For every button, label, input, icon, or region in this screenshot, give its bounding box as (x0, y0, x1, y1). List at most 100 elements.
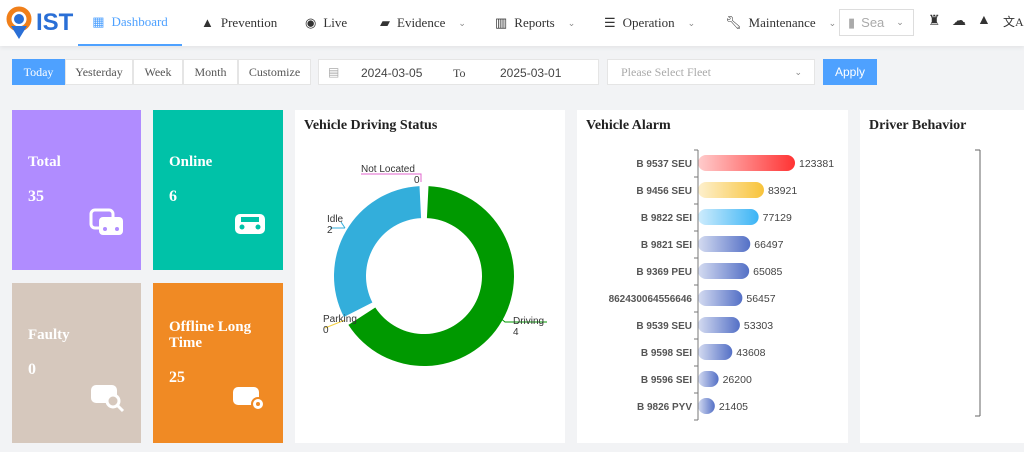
end-date[interactable]: 2025-03-01 (500, 66, 562, 80)
warning-icon: ▲ (201, 15, 214, 30)
chevron-down-icon: ⌄ (458, 17, 466, 28)
car-gear-icon (233, 387, 265, 411)
vehicle-alarm-panel: Vehicle Alarm B 9537 SEU 123381 B 9456 SEU… (577, 110, 848, 443)
donut-label: Idle (327, 214, 344, 225)
alert-icon[interactable]: ▲ (977, 13, 991, 28)
cars-icon (89, 208, 123, 235)
alarm-category-label: B 9598 SEI (641, 348, 692, 359)
alarm-value-label: 123381 (799, 158, 834, 170)
webcam-icon: ◉ (305, 15, 317, 30)
donut-label: Not Located (361, 164, 415, 175)
translate-icon[interactable]: 文A (1003, 15, 1024, 29)
wrench-icon: 🔧︎ (725, 15, 742, 30)
nav-prevention[interactable]: ▲ Prevention (201, 15, 278, 30)
donut-value: 4 (513, 327, 519, 338)
alarm-category-label: B 9822 SEI (641, 213, 692, 224)
sliders-icon: ☰ (604, 15, 616, 30)
alarm-bar (698, 371, 719, 387)
donut-slice-idle (334, 186, 422, 318)
alarm-value-label: 65085 (753, 266, 782, 278)
cloud-download-icon[interactable]: ☁ (952, 14, 966, 29)
nav-live[interactable]: ◉ Live (305, 15, 348, 30)
alarm-bar (698, 344, 733, 360)
alarm-category-label: B 9456 SEU (636, 186, 692, 197)
donut-label: Parking (323, 314, 357, 325)
alarm-category-label: B 9596 SEI (641, 375, 692, 386)
donut-leader-line (330, 221, 346, 229)
range-today[interactable]: Today (12, 59, 65, 85)
nav-dashboard[interactable]: ▦ Dashboard (78, 0, 182, 46)
alarm-value-label: 66497 (754, 239, 783, 251)
start-date[interactable]: 2024-03-05 (361, 66, 423, 80)
date-range-picker[interactable]: ▤ 2024-03-05 To 2025-03-01 (318, 59, 599, 85)
driver-behavior-chart-axis (975, 149, 981, 417)
apply-button[interactable]: Apply (823, 59, 877, 85)
alarm-bar (698, 398, 715, 414)
alarm-value-label: 77129 (763, 212, 792, 224)
logo[interactable]: IST (6, 6, 73, 40)
donut-value: 0 (323, 325, 329, 336)
donut-value: 0 (414, 175, 420, 186)
search-select[interactable]: ▮ Sea ⌄ (839, 9, 914, 36)
fleet-select[interactable]: Please Select Fleet ⌄ (607, 59, 815, 85)
nav-operation[interactable]: ☰ Operation ⌄ (604, 15, 696, 30)
alarm-value-label: 83921 (768, 185, 797, 197)
range-month[interactable]: Month (183, 59, 238, 85)
calendar-icon: ▤ (328, 65, 340, 79)
chevron-down-icon: ⌄ (687, 17, 696, 28)
nav-reports[interactable]: ▥ Reports ⌄ (495, 15, 576, 30)
nav-evidence[interactable]: ▰ Evidence ⌄ (380, 15, 466, 30)
alarm-light-icon[interactable]: ♜ (928, 14, 941, 29)
alarm-bar (698, 236, 751, 252)
bar-chart-icon: ▥ (495, 15, 508, 30)
donut-leader-line (492, 311, 547, 323)
to-label: To (453, 66, 466, 80)
top-nav: IST ▦ Dashboard ▲ Prevention ◉ Live ▰ Eviden… (0, 0, 1024, 46)
chevron-down-icon: ⌄ (896, 17, 904, 27)
file-search-icon: ▮ (848, 14, 856, 30)
alarm-bar (698, 290, 743, 306)
dashboard-icon: ▦ (92, 14, 105, 29)
faulty-card[interactable]: Faulty 0 (12, 283, 141, 443)
alarm-category-label: B 9537 SEU (636, 159, 692, 170)
offline-long-time-card[interactable]: Offline Long Time 25 (153, 283, 283, 443)
donut-value: 2 (327, 225, 333, 236)
alarm-bar (698, 263, 750, 279)
donut-leader-line (361, 173, 422, 182)
alarm-category-label: B 9369 PEU (636, 267, 692, 278)
logo-icon (6, 6, 32, 39)
nav-maintenance[interactable]: 🔧︎ Maintenance ⌄ (725, 15, 837, 30)
range-tabs: Today Yesterday Week Month Customize (12, 59, 311, 85)
range-yesterday[interactable]: Yesterday (65, 59, 133, 85)
chevron-down-icon: ⌄ (828, 17, 837, 28)
alarm-category-label: B 9539 SEU (636, 321, 692, 332)
range-customize[interactable]: Customize (238, 59, 311, 85)
alarm-value-label: 21405 (719, 401, 748, 413)
car-icon (235, 214, 265, 234)
driver-behavior-panel: Driver Behavior (860, 110, 1024, 443)
vehicle-alarm-chart: B 9537 SEU 123381 B 9456 SEU 83921 B 9822 SE… (609, 149, 834, 421)
alarm-bar (698, 155, 795, 171)
donut-slice-driving (348, 186, 514, 366)
alarm-bar (698, 209, 759, 225)
alarm-value-label: 53303 (744, 320, 773, 332)
donut-leader-line (324, 319, 346, 329)
folder-search-icon: ▰ (380, 15, 390, 30)
donut-label: Driving (513, 316, 544, 327)
alarm-bar (698, 182, 764, 198)
alarm-value-label: 43608 (736, 347, 765, 359)
driving-status-panel: Vehicle Driving Status Driving 4 Idle 2 Park… (295, 110, 565, 443)
range-week[interactable]: Week (133, 59, 183, 85)
alarm-bar (698, 317, 740, 333)
chevron-down-icon: ⌄ (567, 17, 576, 28)
online-card[interactable]: Online 6 (153, 110, 283, 270)
alarm-category-label: B 9826 PYV (637, 402, 692, 413)
total-card[interactable]: Total 35 (12, 110, 141, 270)
alarm-value-label: 26200 (723, 374, 752, 386)
chevron-down-icon: ⌄ (794, 66, 802, 77)
alarm-category-label: 862430064556646 (609, 294, 693, 305)
alarm-value-label: 56457 (746, 293, 775, 305)
alarm-category-label: B 9821 SEI (641, 240, 692, 251)
car-search-icon (91, 385, 125, 413)
